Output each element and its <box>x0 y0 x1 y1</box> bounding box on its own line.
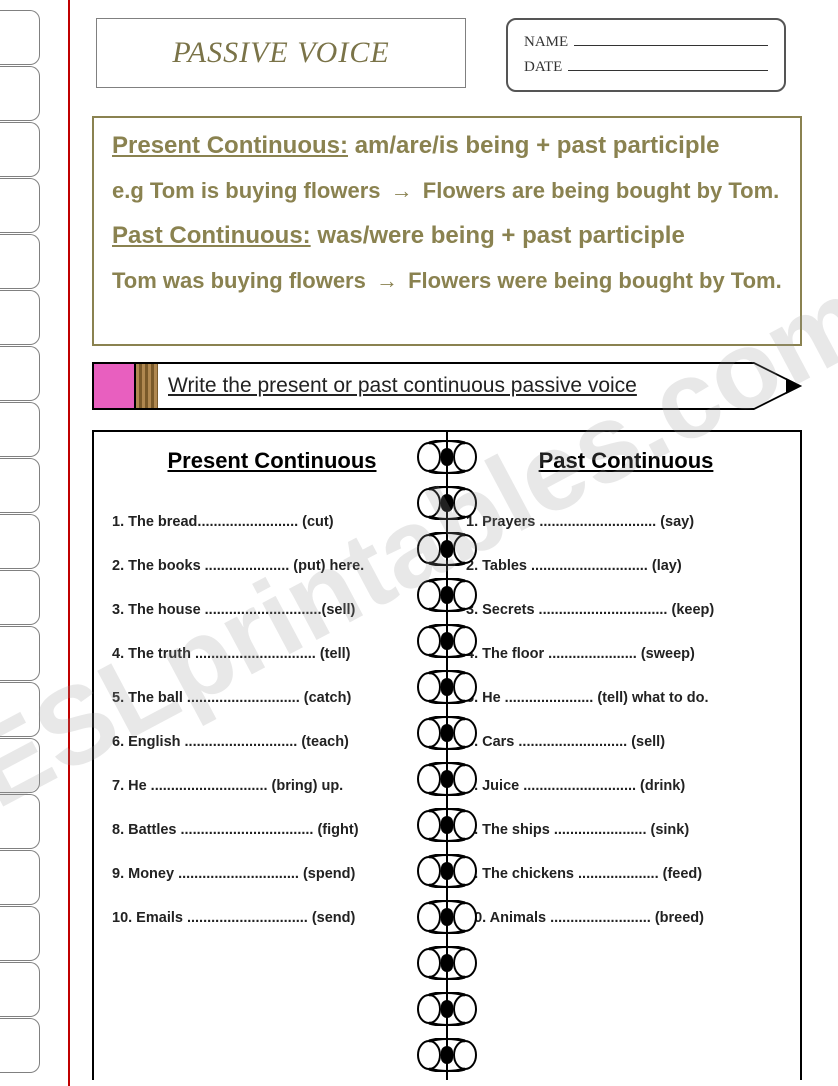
list-item: 3. Secrets .............................… <box>466 602 786 618</box>
past-formula: was/were being + past participle <box>317 222 684 249</box>
spiral-ring <box>415 992 479 1026</box>
notch <box>0 570 40 625</box>
perforation-notches <box>0 10 40 1074</box>
notch <box>0 458 40 513</box>
spiral-ring <box>415 716 479 750</box>
right-column-heading: Past Continuous <box>466 448 786 474</box>
notch <box>0 122 40 177</box>
list-item: 4. The floor ...................... (swe… <box>466 646 786 662</box>
list-item: 6. English ............................ … <box>112 734 432 750</box>
header-row: PASSIVE VOICE NAME DATE <box>96 18 786 92</box>
pencil-ferrule <box>136 362 158 410</box>
spiral-ring <box>415 854 479 888</box>
worksheet-title: PASSIVE VOICE <box>96 18 466 88</box>
list-item: 5. He ...................... (tell) what… <box>466 690 786 706</box>
notch <box>0 1018 40 1073</box>
rules-box: Present Continuous: am/are/is being + pa… <box>92 116 802 346</box>
list-item: 7. He ............................. (bri… <box>112 778 432 794</box>
date-blank[interactable] <box>568 59 768 71</box>
notebook-left-page: Present Continuous 1. The bread.........… <box>94 432 448 1080</box>
list-item: 6. Cars ........................... (sel… <box>466 734 786 750</box>
list-item: 9. The chickens .................... (fe… <box>466 866 786 882</box>
notch <box>0 346 40 401</box>
list-item: 10. Animals ......................... (b… <box>466 910 786 926</box>
spiral-ring <box>415 900 479 934</box>
left-column-heading: Present Continuous <box>112 448 432 474</box>
pencil-graphic: Write the present or past continuous pas… <box>92 362 802 410</box>
spiral-ring <box>415 578 479 612</box>
present-heading: Present Continuous: <box>112 132 348 159</box>
spiral-ring <box>415 808 479 842</box>
notch <box>0 962 40 1017</box>
list-item: 8. The ships ....................... (si… <box>466 822 786 838</box>
spiral-ring <box>415 440 479 474</box>
past-example-result: Flowers were being bought by Tom. <box>408 268 782 293</box>
notch <box>0 290 40 345</box>
pencil-tip <box>754 362 802 410</box>
list-item: 7. Juice ............................ (d… <box>466 778 786 794</box>
list-item: 2. Tables ............................. … <box>466 558 786 574</box>
notch <box>0 850 40 905</box>
list-item: 8. Battles .............................… <box>112 822 432 838</box>
notch <box>0 66 40 121</box>
name-blank[interactable] <box>574 34 768 46</box>
notebook-right-page: Past Continuous 1. Prayers .............… <box>448 432 800 1080</box>
present-formula: am/are/is being + past participle <box>355 132 720 159</box>
notch <box>0 402 40 457</box>
spiral-binding <box>415 440 479 1072</box>
date-label: DATE <box>524 59 562 76</box>
spiral-ring <box>415 486 479 520</box>
notebook: Present Continuous 1. The bread.........… <box>92 430 802 1080</box>
notch <box>0 178 40 233</box>
spiral-ring <box>415 762 479 796</box>
notch <box>0 738 40 793</box>
margin-line <box>68 0 70 1086</box>
arrow-icon: → <box>376 268 398 293</box>
notch <box>0 10 40 65</box>
list-item: 5. The ball ............................… <box>112 690 432 706</box>
pencil-eraser <box>92 362 136 410</box>
past-heading: Past Continuous: <box>112 222 311 249</box>
notch <box>0 682 40 737</box>
notch <box>0 234 40 289</box>
notch <box>0 906 40 961</box>
spiral-ring <box>415 624 479 658</box>
list-item: 3. The house ...........................… <box>112 602 432 618</box>
spiral-ring <box>415 670 479 704</box>
spiral-ring <box>415 1038 479 1072</box>
list-item: 1. The bread......................... (c… <box>112 514 432 530</box>
name-label: NAME <box>524 34 568 51</box>
past-example-prefix: Tom was buying flowers <box>112 268 366 293</box>
list-item: 10. Emails .............................… <box>112 910 432 926</box>
list-item: 9. Money .............................. … <box>112 866 432 882</box>
spiral-ring <box>415 946 479 980</box>
list-item: 4. The truth ...........................… <box>112 646 432 662</box>
notch <box>0 514 40 569</box>
present-example-result: Flowers are being bought by Tom. <box>423 178 780 203</box>
arrow-icon: → <box>391 178 413 203</box>
spiral-ring <box>415 532 479 566</box>
notch <box>0 794 40 849</box>
present-example-prefix: e.g Tom is buying flowers <box>112 178 381 203</box>
notch <box>0 626 40 681</box>
name-date-box: NAME DATE <box>506 18 786 92</box>
list-item: 1. Prayers .............................… <box>466 514 786 530</box>
list-item: 2. The books ..................... (put)… <box>112 558 432 574</box>
instruction-text: Write the present or past continuous pas… <box>158 362 754 410</box>
